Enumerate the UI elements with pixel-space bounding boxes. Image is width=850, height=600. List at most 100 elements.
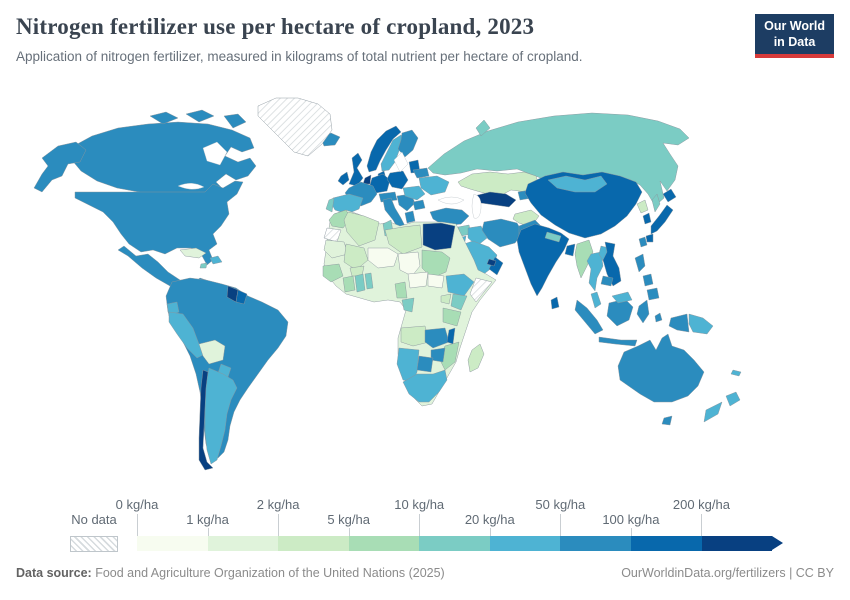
region-zambia[interactable] [424,327,450,349]
region-tasmania[interactable] [661,415,673,426]
region-philippines-visayas[interactable] [642,273,654,287]
region-central-europe[interactable] [378,191,398,203]
region-cote-divoire[interactable] [342,275,356,293]
region-indonesia-west-papua[interactable] [668,313,690,333]
region-new-zealand-north[interactable] [725,391,741,407]
legend-bin-50-100[interactable] [560,536,631,551]
region-papua-new-guinea[interactable] [688,313,714,335]
region-mali[interactable] [343,243,369,271]
region-tanzania[interactable] [442,307,462,327]
owid-logo[interactable]: Our World in Data [755,14,834,59]
region-indonesia-sulawesi[interactable] [636,299,650,324]
region-philippines-luzon[interactable] [634,253,646,273]
region-poland[interactable] [386,170,409,190]
region-central-african-republic[interactable] [407,271,429,289]
region-japan-honshu[interactable] [650,204,674,235]
region-jamaica[interactable] [199,262,208,269]
region-uae-qatar[interactable] [486,258,497,267]
region-united-kingdom[interactable] [348,152,364,187]
region-philippines-mindanao[interactable] [646,287,660,301]
region-uganda[interactable] [440,293,452,305]
region-ireland[interactable] [337,171,350,186]
owid-link[interactable]: OurWorldinData.org/fertilizers | CC BY [621,566,834,580]
region-nepal[interactable] [544,231,562,243]
region-alaska[interactable] [33,141,87,193]
region-iran[interactable] [481,218,524,248]
region-malaysia-peninsula[interactable] [590,291,602,309]
region-kenya[interactable] [450,293,468,311]
region-finland[interactable] [397,129,419,158]
legend-bin-1-2[interactable] [207,536,279,551]
region-chile[interactable] [198,369,214,471]
region-chad[interactable] [397,251,421,277]
region-sudan[interactable] [421,249,451,279]
region-india[interactable] [516,223,570,297]
region-niger[interactable] [367,247,399,269]
legend-bin-10-20[interactable] [419,536,490,551]
legend-bin-200+[interactable] [701,536,773,551]
region-indonesia-sumatra[interactable] [574,299,604,335]
region-south-korea[interactable] [642,212,652,225]
region-hungary-romania[interactable] [402,185,426,201]
region-madagascar[interactable] [467,343,485,373]
region-sri-lanka[interactable] [550,296,560,310]
region-senegal-guinea[interactable] [322,263,344,283]
region-benin-togo[interactable] [364,272,374,290]
region-ukraine[interactable] [418,175,450,196]
region-mongolia[interactable] [547,175,608,193]
region-new-zealand-south[interactable] [703,401,723,423]
region-malaysia-borneo[interactable] [611,291,633,304]
region-somalia[interactable] [469,277,493,303]
region-south-sudan[interactable] [427,273,445,289]
region-japan-hokkaido[interactable] [662,188,677,203]
region-zimbabwe[interactable] [430,347,446,363]
region-canada-arctic-3[interactable] [223,113,247,129]
region-turkmenistan-uzbekistan[interactable] [473,191,517,208]
region-australia[interactable] [617,333,705,403]
region-russia-sakhalin[interactable] [651,193,661,213]
region-bulgaria[interactable] [412,199,426,211]
region-thailand[interactable] [586,251,604,292]
region-taiwan[interactable] [638,236,648,248]
region-myanmar[interactable] [574,239,594,279]
region-bangladesh[interactable] [564,243,576,257]
region-botswana[interactable] [416,355,434,373]
region-egypt[interactable] [422,222,456,251]
legend-bin-5-10[interactable] [348,536,420,551]
region-greece[interactable] [404,210,416,224]
legend-bin-20-50[interactable] [489,536,561,551]
region-japan-kyushu[interactable] [645,233,654,243]
region-norway[interactable] [366,125,402,173]
region-russia[interactable] [427,112,690,207]
legend-bin-100-200[interactable] [630,536,702,551]
region-portugal[interactable] [325,197,335,213]
region-ethiopia[interactable] [445,273,475,297]
region-angola[interactable] [400,325,430,347]
region-cuba[interactable] [179,247,207,259]
region-ghana[interactable] [354,273,366,293]
region-belarus[interactable] [412,167,430,179]
region-indonesia-java[interactable] [598,336,638,347]
legend-bin-2-5[interactable] [278,536,349,551]
region-algeria[interactable] [343,211,380,247]
region-canada-arctic-1[interactable] [149,111,179,125]
region-indonesia-kalimantan[interactable] [606,298,634,327]
region-cameroon[interactable] [394,281,408,299]
region-vietnam[interactable] [602,241,622,287]
region-benelux[interactable] [362,174,372,185]
region-greenland[interactable] [257,97,333,157]
no-data-swatch[interactable] [70,536,118,552]
region-russia-arctic-island[interactable] [475,119,491,137]
region-turkey[interactable] [429,207,470,227]
region-united-states[interactable] [74,180,244,266]
region-north-korea[interactable] [636,199,649,214]
region-gabon-congo[interactable] [401,297,415,313]
region-suriname[interactable] [235,289,248,305]
region-cambodia[interactable] [600,275,614,287]
region-hispaniola[interactable] [209,255,223,265]
region-libya[interactable] [384,224,423,255]
region-south-africa[interactable] [402,369,448,403]
region-china[interactable] [524,171,643,239]
region-mauritania[interactable] [323,239,349,259]
region-new-caledonia[interactable] [730,369,742,377]
